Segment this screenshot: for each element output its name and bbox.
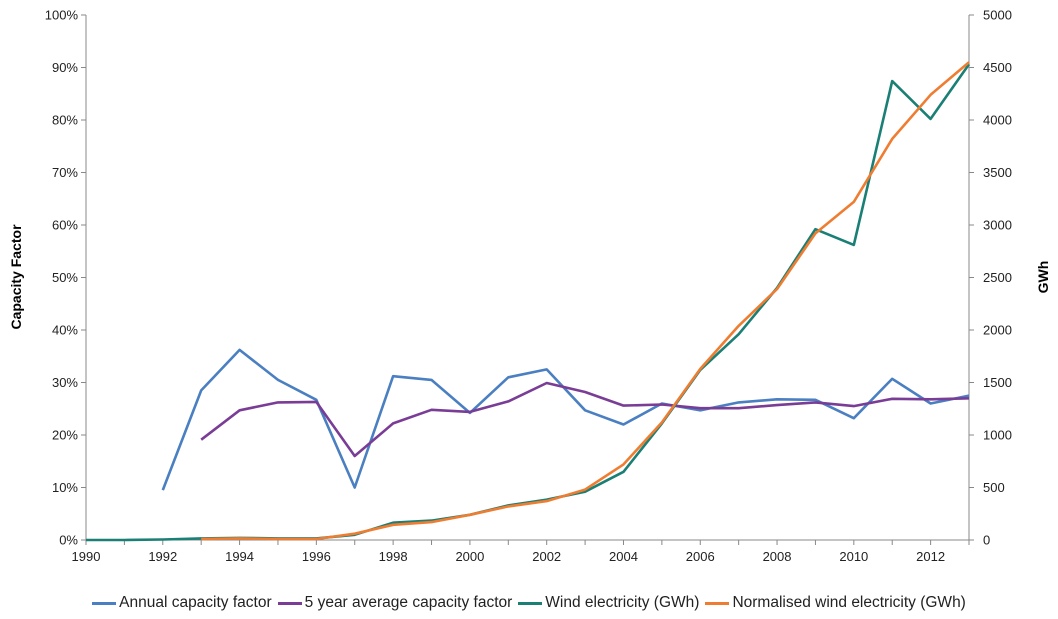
legend-swatch <box>277 601 302 605</box>
series-line-4 <box>201 61 970 541</box>
legend-label: Annual capacity factor <box>119 594 272 611</box>
y-right-tick-label: 500 <box>983 480 1005 495</box>
y-right-tick-label: 1500 <box>983 375 1012 390</box>
y-left-tick-label: 70% <box>52 165 78 180</box>
y-left-tick-label: 20% <box>52 428 78 443</box>
chart-legend: Annual capacity factor 5 year average cap… <box>0 594 1058 612</box>
legend-label: Wind electricity (GWh) <box>545 594 700 611</box>
y-left-axis-title: Capacity Factor <box>8 224 24 330</box>
y-right-tick-label: 0 <box>983 533 990 548</box>
y-left-tick-label: 10% <box>52 480 78 495</box>
x-tick-label: 2002 <box>532 549 561 564</box>
y-right-axis-title: GWh <box>1035 261 1051 294</box>
x-tick-label: 1992 <box>148 549 177 564</box>
x-tick-label: 2008 <box>763 549 792 564</box>
y-left-tick-label: 100% <box>45 8 79 23</box>
legend-item-4: Normalised wind electricity (GWh) <box>705 594 966 612</box>
legend-swatch <box>518 601 543 605</box>
y-left-tick-label: 0% <box>59 533 78 548</box>
legend-swatch <box>92 601 117 605</box>
chart-series <box>86 61 971 542</box>
y-right-tick-label: 4000 <box>983 113 1012 128</box>
x-tick-label: 1998 <box>379 549 408 564</box>
legend-item-1: Annual capacity factor <box>92 594 272 612</box>
x-tick-label: 1994 <box>225 549 254 564</box>
x-tick-label: 2012 <box>916 549 945 564</box>
legend-swatch <box>705 601 730 605</box>
y-right-tick-label: 4500 <box>983 60 1012 75</box>
x-tick-label: 2004 <box>609 549 638 564</box>
legend-item-2: 5 year average capacity factor <box>277 594 513 612</box>
series-line-3 <box>86 63 971 542</box>
y-left-tick-label: 60% <box>52 218 78 233</box>
legend-item-3: Wind electricity (GWh) <box>518 594 699 612</box>
legend-label: Normalised wind electricity (GWh) <box>732 594 966 611</box>
y-right-tick-label: 1000 <box>983 428 1012 443</box>
line-chart: 0% 10% 20% 30% 40% 50% 60% 70% 80% 90% 100% 0 500 100… <box>8 8 1051 565</box>
y-right-tick-label: 3000 <box>983 218 1012 233</box>
y-left-tick-label: 30% <box>52 375 78 390</box>
series-line-2 <box>200 381 970 458</box>
series-line-1 <box>161 348 970 491</box>
legend-label: 5 year average capacity factor <box>304 594 513 611</box>
x-tick-label: 2006 <box>686 549 715 564</box>
y-right-tick-label: 2500 <box>983 270 1012 285</box>
x-tick-label: 1990 <box>72 549 101 564</box>
x-tick-label: 2010 <box>839 549 868 564</box>
x-tick-label: 1996 <box>302 549 331 564</box>
x-tick-label: 2000 <box>455 549 484 564</box>
y-right-tick-label: 2000 <box>983 323 1012 338</box>
y-left-tick-label: 90% <box>52 60 78 75</box>
y-right-tick-label: 5000 <box>983 8 1012 23</box>
y-left-tick-label: 50% <box>52 270 78 285</box>
y-left-tick-label: 40% <box>52 323 78 338</box>
y-left-tick-label: 80% <box>52 113 78 128</box>
y-right-tick-label: 3500 <box>983 165 1012 180</box>
chart-axes: 0% 10% 20% 30% 40% 50% 60% 70% 80% 90% 100% 0 500 100… <box>45 8 1012 565</box>
